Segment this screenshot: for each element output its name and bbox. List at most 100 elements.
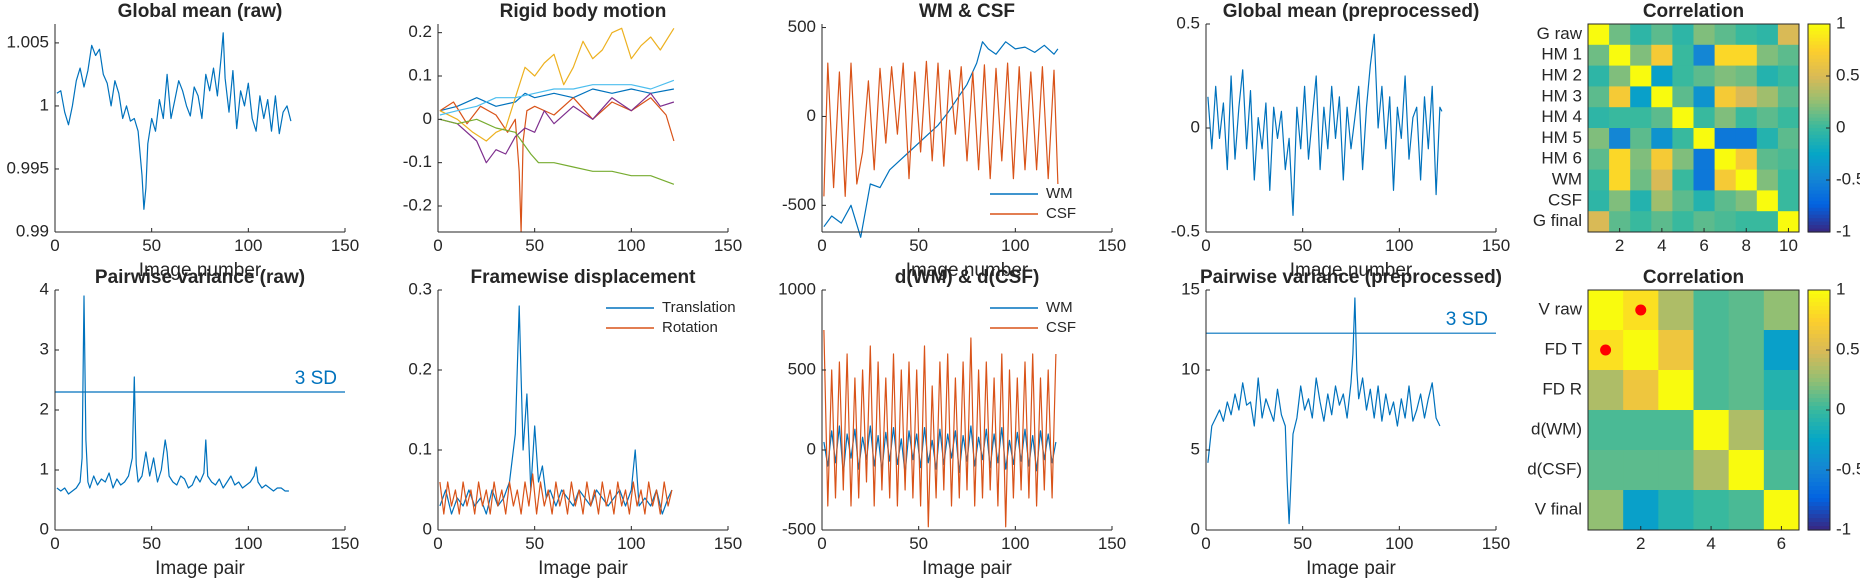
colorbar-segment [1808,478,1830,483]
y-tick-label: 15 [1181,279,1200,298]
y-tick-label: 500 [788,359,816,378]
colorbar-segment [1808,466,1830,471]
heatmap-cell [1672,190,1694,212]
y-tick-label: 0.2 [408,22,432,41]
row-label: HM 1 [1541,45,1582,64]
y-tick-label: 10 [1181,359,1200,378]
heatmap-cell [1777,65,1800,87]
heatmap-cell [1672,107,1694,129]
heatmap-cell [1630,86,1652,108]
heatmap-cell [1588,490,1624,531]
heatmap-cell [1693,86,1716,108]
pairwise-variance-raw-chart: Pairwise variance (raw) 3 SD 0 50 100 150 0 1 2 3… [40,267,360,579]
x-tick-label: 100 [234,534,262,553]
heatmap-cell [1630,148,1652,171]
colorbar-segment [1808,450,1830,455]
y-tick-label: 0 [40,519,49,538]
heatmap-cell [1735,44,1758,67]
heatmap-cell [1777,148,1800,171]
colorbar-segment [1808,145,1830,150]
colorbar-segment [1808,330,1830,335]
global-mean-raw-chart: Global mean (raw) 0 50 100 150 0.99 0.995 1 1.00… [6,1,359,281]
heatmap-cell [1630,169,1652,191]
colorbar-segment [1808,410,1830,415]
colorbar-segment [1808,131,1830,136]
x-tick-label: 0 [817,534,826,553]
series-line-0 [439,88,675,112]
heatmap-cell [1777,211,1800,233]
heatmap-cell [1623,490,1659,531]
heatmap-cell [1777,86,1800,108]
rigid-body-motion-chart: Rigid body motion 0 50 100 150 -0.2 -0.1 0 0.1 0.… [403,1,742,255]
colorbar-segment [1808,382,1830,387]
x-tick-label: 4 [1657,236,1666,255]
heatmap-cell [1658,490,1694,531]
colorbar: 1 0.5 0 -0.5 -1 [1807,13,1860,240]
x-tick-label: 50 [525,236,544,255]
x-axis-label: Image number [139,260,262,281]
y-tick-label: 0.1 [408,65,432,84]
x-axis-label: Image pair [538,558,628,579]
colorbar-segment [1808,117,1830,122]
colorbar-segment [1808,159,1830,164]
y-tick-label: 0.3 [408,279,432,298]
heatmap-cell [1728,410,1765,451]
colorbar-segment [1808,526,1830,531]
heatmap-cell [1728,450,1765,491]
y-tick-label: 2 [40,399,49,418]
colorbar-segment [1808,218,1830,223]
colorbar-segment [1808,430,1830,435]
colorbar-segment [1808,378,1830,383]
colorbar-segment [1808,290,1830,295]
colorbar-segment [1808,346,1830,351]
colorbar-segment [1808,462,1830,467]
heatmap-cell [1672,128,1694,150]
heatmap-cell [1693,190,1716,212]
y-tick-label: 0.5 [1176,13,1200,32]
heatmap-cell [1609,86,1631,108]
heatmap-cell [1588,450,1624,491]
colorbar: 1 0.5 0 -0.5 -1 [1807,279,1860,538]
framewise-displacement-chart: Framewise displacement 0 50 100 150 0 0.1 0.2 0.… [408,267,742,579]
y-tick-label: -500 [782,519,816,538]
heatmap-cell [1672,169,1694,191]
heatmap-cell [1728,490,1765,531]
wm-csf-chart: WM & CSF 0 50 100 150 -500 0 500 Image number WM C… [782,1,1126,281]
x-tick-label: 100 [1001,534,1029,553]
heatmap-cell [1651,169,1673,191]
colorbar-segment [1808,422,1830,427]
colorbar-segment [1808,426,1830,431]
heatmap-cell [1588,370,1624,411]
colorbar-segment [1808,69,1830,74]
heatmap-cell [1693,290,1730,331]
heatmap-cell [1777,169,1800,191]
x-axis-label: Image number [1290,260,1413,281]
colorbar-segment [1808,358,1830,363]
colorbar-segment [1808,37,1830,42]
heatmap-cell [1609,107,1631,129]
heatmap-cell [1658,370,1694,411]
colorbar-segment [1808,366,1830,371]
legend: WM CSF [990,299,1076,336]
row-label: WM [1552,169,1582,188]
chart-title: Pairwise variance (raw) [95,267,305,288]
colorbar-segment [1808,414,1830,419]
plot-area [822,24,1112,232]
colorbar-segment [1808,72,1830,77]
colorbar-segment [1808,207,1830,212]
heatmap-cell [1777,190,1800,212]
highlight-marker [1635,304,1647,316]
series-line-0 [56,32,292,210]
series-line-4 [439,118,675,185]
heatmap-cell [1609,24,1631,46]
heatmap-cell [1693,107,1716,129]
d-wm-d-csf-chart: d(WM) & d(CSF)0 50 100 150-50005001000Image… [778,267,1126,579]
y-tick-label: 0 [1191,117,1200,136]
heatmap-cell [1728,370,1765,411]
colorbar-segment [1808,442,1830,447]
heatmap-cell [1588,190,1610,212]
row-label: FD T [1545,339,1582,358]
colorbar-segment [1808,86,1830,91]
heatmap-cell [1588,24,1610,46]
y-tick-label: 0.1 [408,439,432,458]
